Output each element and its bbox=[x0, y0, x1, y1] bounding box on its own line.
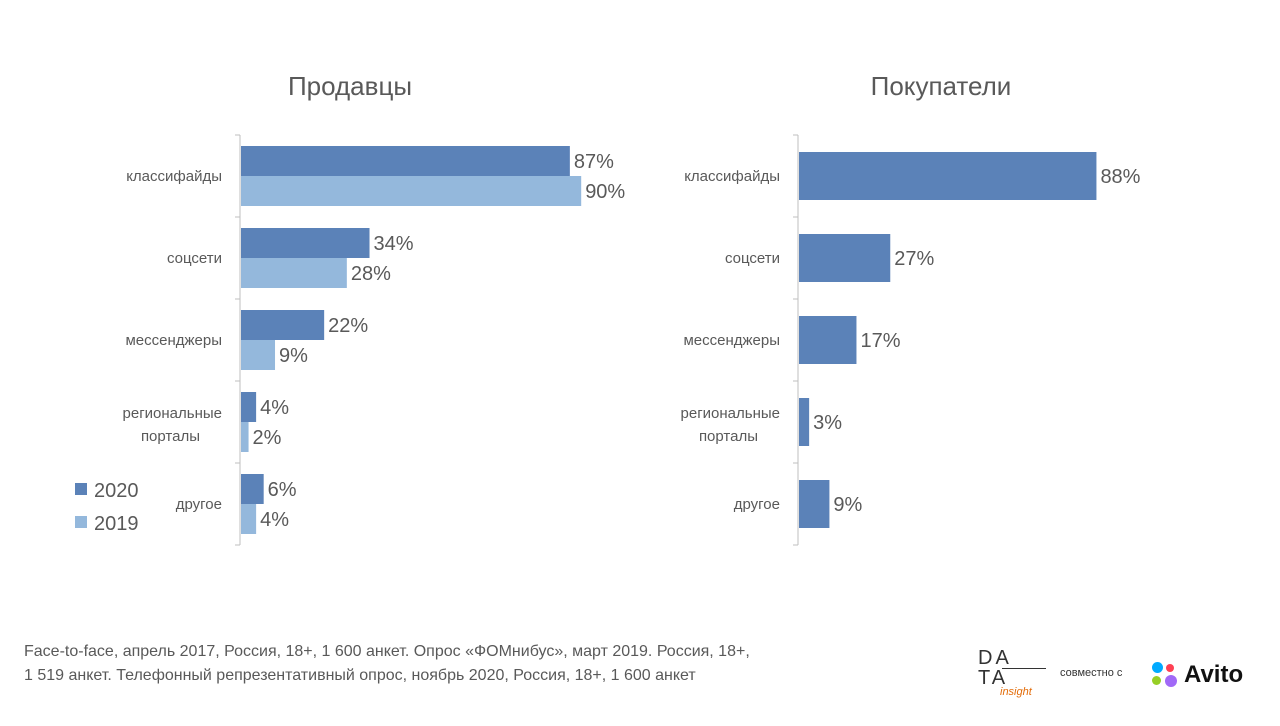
avito-logo-word: Avito bbox=[1184, 661, 1244, 688]
together-with-label: совместно с bbox=[1060, 667, 1123, 679]
data-label: 9% bbox=[279, 345, 308, 367]
data-label: 90% bbox=[585, 181, 625, 203]
category-label: соцсети bbox=[167, 250, 222, 267]
data-insight-logo-sub: insight bbox=[1000, 686, 1032, 698]
data-label: 87% bbox=[574, 151, 614, 173]
data-label: 27% bbox=[894, 248, 934, 270]
legend-swatch-2019 bbox=[75, 516, 87, 528]
category-label: соцсети bbox=[725, 250, 780, 267]
category-label: другое bbox=[734, 496, 780, 513]
category-label: классифайды bbox=[684, 168, 780, 185]
legend-label-2019: 2019 bbox=[94, 513, 139, 535]
bar-2019-1 bbox=[241, 176, 582, 206]
data-label: 22% bbox=[328, 315, 368, 337]
data-label: 17% bbox=[860, 330, 900, 352]
bar-2019-2 bbox=[241, 258, 347, 288]
sellers-chart: Продавцы классифайды 87% 90% соцсети 34% 28% ме… bbox=[123, 71, 625, 546]
category-label: мессенджеры bbox=[683, 332, 780, 349]
bar-2020-2 bbox=[799, 234, 891, 282]
data-insight-logo: DA TA insight bbox=[978, 648, 1048, 702]
data-label: 34% bbox=[374, 233, 414, 255]
bar-2020-1 bbox=[241, 146, 570, 176]
avito-dots-icon bbox=[1150, 660, 1180, 690]
data-label: 6% bbox=[268, 479, 297, 501]
category-label: региональные bbox=[123, 405, 222, 422]
avito-logo: Avito bbox=[1150, 658, 1260, 692]
data-label: 4% bbox=[260, 397, 289, 419]
category-label: порталы bbox=[141, 428, 200, 445]
category-label: другое bbox=[176, 496, 222, 513]
footnote-line-2: 1 519 анкет. Телефонный репрезентативный… bbox=[24, 667, 696, 684]
footnote-line-1: Face-to-face, апрель 2017, Россия, 18+, … bbox=[24, 643, 750, 660]
bar-2020-3 bbox=[241, 310, 325, 340]
legend: 2020 2019 bbox=[75, 480, 139, 535]
data-insight-logo-rule bbox=[1002, 668, 1046, 669]
buyers-chart: Покупатели классифайды 88% соцсети 27% мессен… bbox=[681, 71, 1141, 546]
category-label: классифайды bbox=[126, 168, 222, 185]
data-label: 3% bbox=[813, 412, 842, 434]
category-label: мессенджеры bbox=[125, 332, 222, 349]
chart-title: Продавцы bbox=[288, 71, 412, 101]
data-label: 88% bbox=[1100, 166, 1140, 188]
category-label: региональные bbox=[681, 405, 780, 422]
bar-2020-5 bbox=[241, 474, 264, 504]
bar-2020-5 bbox=[799, 480, 830, 528]
bar-2020-2 bbox=[241, 228, 370, 258]
data-label: 4% bbox=[260, 509, 289, 531]
legend-label-2020: 2020 bbox=[94, 480, 139, 502]
bar-2020-1 bbox=[799, 152, 1097, 200]
chart-title: Покупатели bbox=[871, 71, 1012, 101]
category-label: порталы bbox=[699, 428, 758, 445]
bar-2020-4 bbox=[241, 392, 257, 422]
data-label: 2% bbox=[253, 427, 282, 449]
bar-2019-3 bbox=[241, 340, 276, 370]
data-label: 28% bbox=[351, 263, 391, 285]
footnote: Face-to-face, апрель 2017, Россия, 18+, … bbox=[24, 640, 924, 688]
data-insight-logo-line2: TA bbox=[978, 667, 1009, 689]
bar-2019-5 bbox=[241, 504, 257, 534]
data-label: 9% bbox=[833, 494, 862, 516]
bar-2019-4 bbox=[241, 422, 249, 452]
data-insight-logo-line1: DA bbox=[978, 647, 1012, 669]
legend-swatch-2020 bbox=[75, 483, 87, 495]
bar-2020-3 bbox=[799, 316, 857, 364]
bar-2020-4 bbox=[799, 398, 810, 446]
